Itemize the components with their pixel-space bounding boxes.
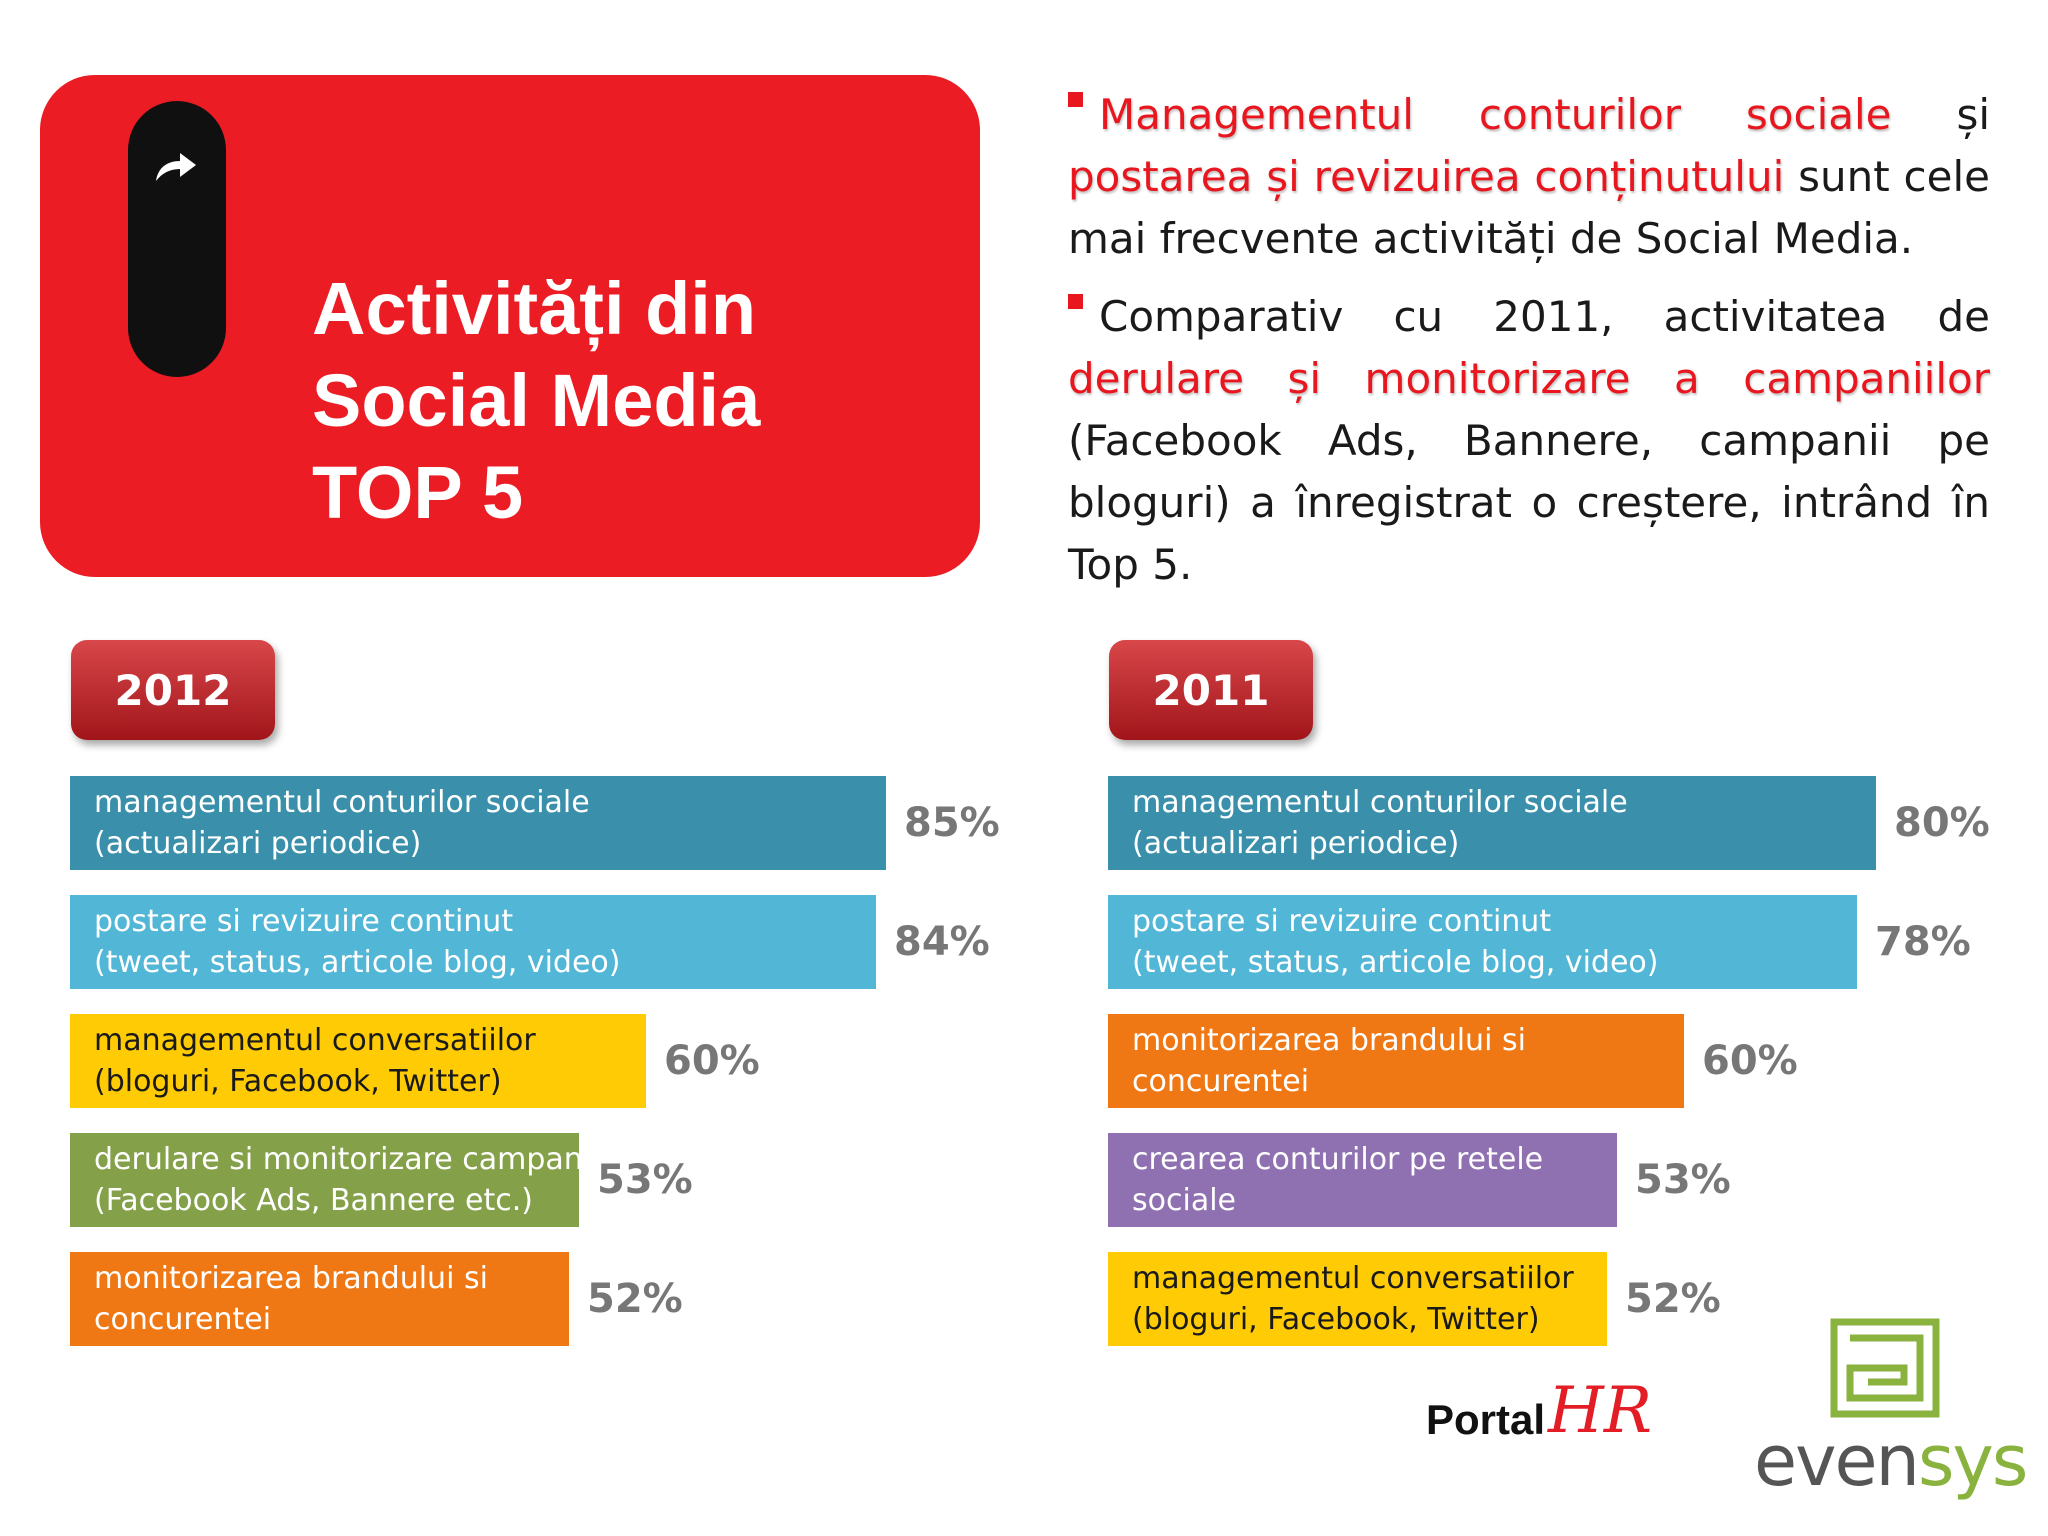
bullet-1: Managementul conturilor sociale și posta… [1068, 84, 1990, 270]
bar-label-line: (bloguri, Facebook, Twitter) [1132, 1302, 1540, 1337]
bar-value-label: 52% [1625, 1276, 1721, 1322]
bar-2011-1: managementul conturilor sociale (actualiz… [1108, 776, 1876, 870]
page-title: Activități din Social Media TOP 5 [312, 263, 760, 539]
bar-label-line: (tweet, status, articole blog, video) [1132, 945, 1659, 980]
portal-hr-logo: Portal HR [1420, 1370, 1652, 1470]
title-line-1: Activități din [312, 267, 757, 350]
bar-value-label: 80% [1894, 800, 1990, 846]
bar-label-line: monitorizarea brandului si [94, 1261, 488, 1296]
bar-2012-5: monitorizarea brandului si concurentei [70, 1252, 569, 1346]
bar-label-line: monitorizarea brandului si [1132, 1023, 1526, 1058]
bullet-square-icon [1068, 92, 1083, 107]
summary-bullets: Managementul conturilor sociale și posta… [1068, 84, 1990, 612]
title-panel: Activități din Social Media TOP 5 [40, 75, 980, 577]
portal-logo-mark: HR [1548, 1374, 1652, 1448]
bar-value-label: 60% [664, 1038, 760, 1084]
bullet-2-text-2: (Facebook Ads, Bannere, campanii pe blog… [1068, 416, 1990, 589]
bar-label-line: managementul conturilor sociale [1132, 785, 1628, 820]
bar-value-label: 52% [587, 1276, 683, 1322]
bar-value-label: 53% [597, 1157, 693, 1203]
bar-2012-2: postare si revizuire continut (tweet, sta… [70, 895, 876, 989]
bar-label-line: postare si revizuire continut [1132, 904, 1552, 939]
evensys-text-a: even [1754, 1420, 1920, 1502]
bar-label-line: managementul conversatiilor [94, 1023, 536, 1058]
title-line-3: TOP 5 [312, 451, 524, 534]
bar-label-line: postare si revizuire continut [94, 904, 514, 939]
bar-label-line: sociale [1132, 1183, 1236, 1218]
bullet-1-text-2: sunt cele mai frecvente activități de So… [1068, 152, 1990, 263]
bar-value-label: 84% [894, 919, 990, 965]
title-tab [128, 101, 226, 377]
bullet-1-highlight-2: postarea și revizuirea conținutului [1068, 152, 1785, 201]
year-badge-2012: 2012 [71, 640, 275, 740]
bar-2012-4: derulare si monitorizare campanii (Facebo… [70, 1133, 579, 1227]
bar-2012-3: managementul conversatiilor (bloguri, Fac… [70, 1014, 646, 1108]
evensys-mark-icon [1830, 1318, 1940, 1418]
bar-label-line: (actualizari periodice) [94, 826, 422, 861]
portal-logo-text: Portal [1426, 1396, 1546, 1443]
evensys-logo-text: evensys [1754, 1420, 2028, 1502]
bar-label-line: managementul conturilor sociale [94, 785, 590, 820]
bar-value-label: 60% [1702, 1038, 1798, 1084]
evensys-logo: evensys [1750, 1318, 2028, 1508]
bar-label-line: (tweet, status, articole blog, video) [94, 945, 621, 980]
bar-label-line: concurentei [94, 1302, 272, 1337]
year-badge-2011: 2011 [1109, 640, 1313, 740]
bullet-1-text-1: și [1891, 90, 1990, 139]
chart-2011: managementul conturilor sociale (actualiz… [1108, 776, 2008, 1346]
bar-label-line: concurentei [1132, 1064, 1310, 1099]
bar-2011-3: monitorizarea brandului si concurentei [1108, 1014, 1684, 1108]
bar-value-label: 85% [904, 800, 1000, 846]
title-line-2: Social Media [312, 359, 761, 442]
bar-label-line: (bloguri, Facebook, Twitter) [94, 1064, 502, 1099]
bar-label-line: (actualizari periodice) [1132, 826, 1460, 861]
bullet-2-text-1: Comparativ cu 2011, activitatea de [1099, 292, 1990, 341]
bar-2012-1: managementul conturilor sociale (actualiz… [70, 776, 886, 870]
bar-label-line: managementul conversatiilor [1132, 1261, 1574, 1296]
evensys-text-b: sys [1917, 1420, 2028, 1502]
bar-2011-4: crearea conturilor pe retele sociale [1108, 1133, 1617, 1227]
bar-label-line: (Facebook Ads, Bannere etc.) [94, 1183, 534, 1218]
bullet-square-icon [1068, 294, 1083, 309]
bar-label-line: crearea conturilor pe retele [1132, 1142, 1544, 1177]
bullet-2: Comparativ cu 2011, activitatea de derul… [1068, 286, 1990, 596]
bar-2011-5: managementul conversatiilor (bloguri, Fac… [1108, 1252, 1607, 1346]
bullet-2-highlight: derulare și monitorizare a campaniilor [1068, 354, 1990, 403]
bar-value-label: 53% [1635, 1157, 1731, 1203]
chart-2012: managementul conturilor sociale (actualiz… [70, 776, 1030, 1346]
bar-2011-2: postare si revizuire continut (tweet, sta… [1108, 895, 1857, 989]
bar-label-line: derulare si monitorizare campanii [94, 1142, 579, 1177]
bar-value-label: 78% [1875, 919, 1971, 965]
bullet-1-highlight-1: Managementul conturilor sociale [1099, 90, 1892, 139]
share-arrow-icon [156, 153, 196, 181]
